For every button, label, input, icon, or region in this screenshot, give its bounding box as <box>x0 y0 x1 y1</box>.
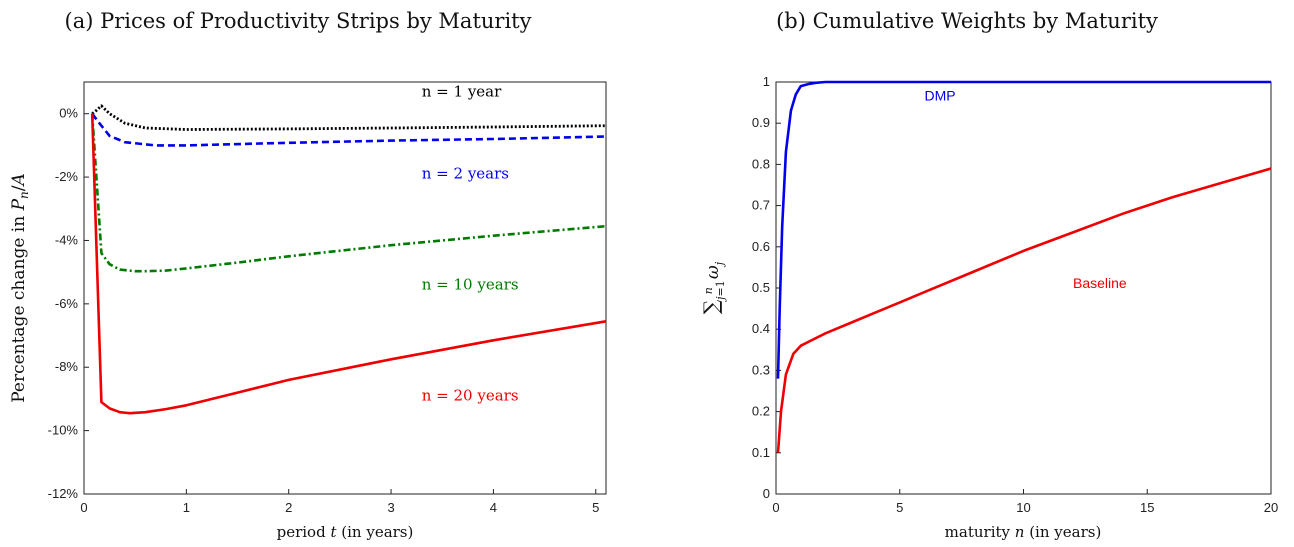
series-annotation: n = 20 years <box>422 387 519 405</box>
panel-b-series <box>776 80 1272 453</box>
y-tick-label: -6% <box>55 296 79 311</box>
x-tick-label: 3 <box>387 500 394 515</box>
x-tick-label: 0 <box>772 500 779 515</box>
series-annotation: Baseline <box>1073 275 1127 291</box>
x-tick-label: 5 <box>592 500 599 515</box>
y-tick-label: 0.8 <box>752 156 770 171</box>
x-tick-label: 1 <box>183 500 190 515</box>
y-tick-label: 0.1 <box>752 445 770 460</box>
svg-text:∑j=1nωj: ∑j=1nωj <box>699 261 727 314</box>
y-tick-label: -8% <box>55 359 79 374</box>
x-tick-label: 10 <box>1016 500 1030 515</box>
series-annotation: n = 10 years <box>422 276 519 294</box>
panel-a-title: (a) Prices of Productivity Strips by Mat… <box>65 9 532 33</box>
x-tick-label: 5 <box>896 500 903 515</box>
y-tick-label: 0.9 <box>752 115 770 130</box>
y-tick-label: -2% <box>55 169 79 184</box>
panel-b-chart: (b) Cumulative Weights by Maturity 0 5 10 1… <box>699 9 1278 541</box>
x-tick-label: 2 <box>285 500 292 515</box>
panel-b-x-ticks: 0 5 10 15 20 <box>772 489 1278 515</box>
series-line <box>90 113 607 273</box>
y-tick-label: 0.5 <box>752 280 770 295</box>
panel-a-series <box>90 104 607 415</box>
y-tick-label: 0.4 <box>752 321 770 336</box>
panel-a-y-ticks: 0% -2% -4% -6% -8% -10% -12% <box>48 106 89 501</box>
x-tick-label: 0 <box>80 500 87 515</box>
y-tick-label: 0 <box>763 486 770 501</box>
series-line <box>90 113 607 415</box>
panel-b-y-ticks: 0 0.1 0.2 0.3 0.4 0.5 0.6 0.7 0.8 0.9 1 <box>752 74 781 501</box>
panel-b-axes-box <box>775 81 1272 495</box>
panel-a-y-axis-label: Percentage change in Pn/A <box>9 173 31 403</box>
series-line <box>776 80 1271 379</box>
x-tick-label: 15 <box>1140 500 1154 515</box>
y-tick-label: -10% <box>48 423 79 438</box>
y-tick-label: 1 <box>763 74 770 89</box>
y-tick-label: 0.2 <box>752 404 770 419</box>
series-annotation: n = 1 year <box>422 82 502 100</box>
y-tick-label: -4% <box>55 232 79 247</box>
x-tick-label: 4 <box>490 500 497 515</box>
series-annotation: n = 2 years <box>422 165 509 183</box>
panel-a-annotations: n = 1 year n = 2 years n = 10 years n = 20 … <box>422 82 519 404</box>
panel-a-chart: (a) Prices of Productivity Strips by Mat… <box>9 9 607 541</box>
y-tick-label: 0.7 <box>752 198 770 213</box>
y-tick-label: 0.6 <box>752 239 770 254</box>
series-annotation: DMP <box>925 88 956 104</box>
panel-b-x-axis-label: maturity n (in years) <box>945 523 1102 541</box>
series-line <box>91 112 607 147</box>
y-tick-label: 0% <box>59 106 78 121</box>
x-tick-label: 20 <box>1264 500 1278 515</box>
series-line <box>91 104 607 131</box>
panel-a-axes-box <box>83 81 607 495</box>
y-tick-label: 0.3 <box>752 362 770 377</box>
y-tick-label: -12% <box>48 486 79 501</box>
panel-a-x-axis-label: period t (in years) <box>277 523 414 541</box>
panel-b-y-axis-label: ∑j=1nωj <box>699 261 727 314</box>
panel-b-title: (b) Cumulative Weights by Maturity <box>776 9 1158 33</box>
panel-a-x-ticks: 0 1 2 3 4 5 <box>80 489 599 515</box>
series-line <box>776 167 1272 453</box>
panel-b-annotations: DMP Baseline <box>925 88 1127 291</box>
